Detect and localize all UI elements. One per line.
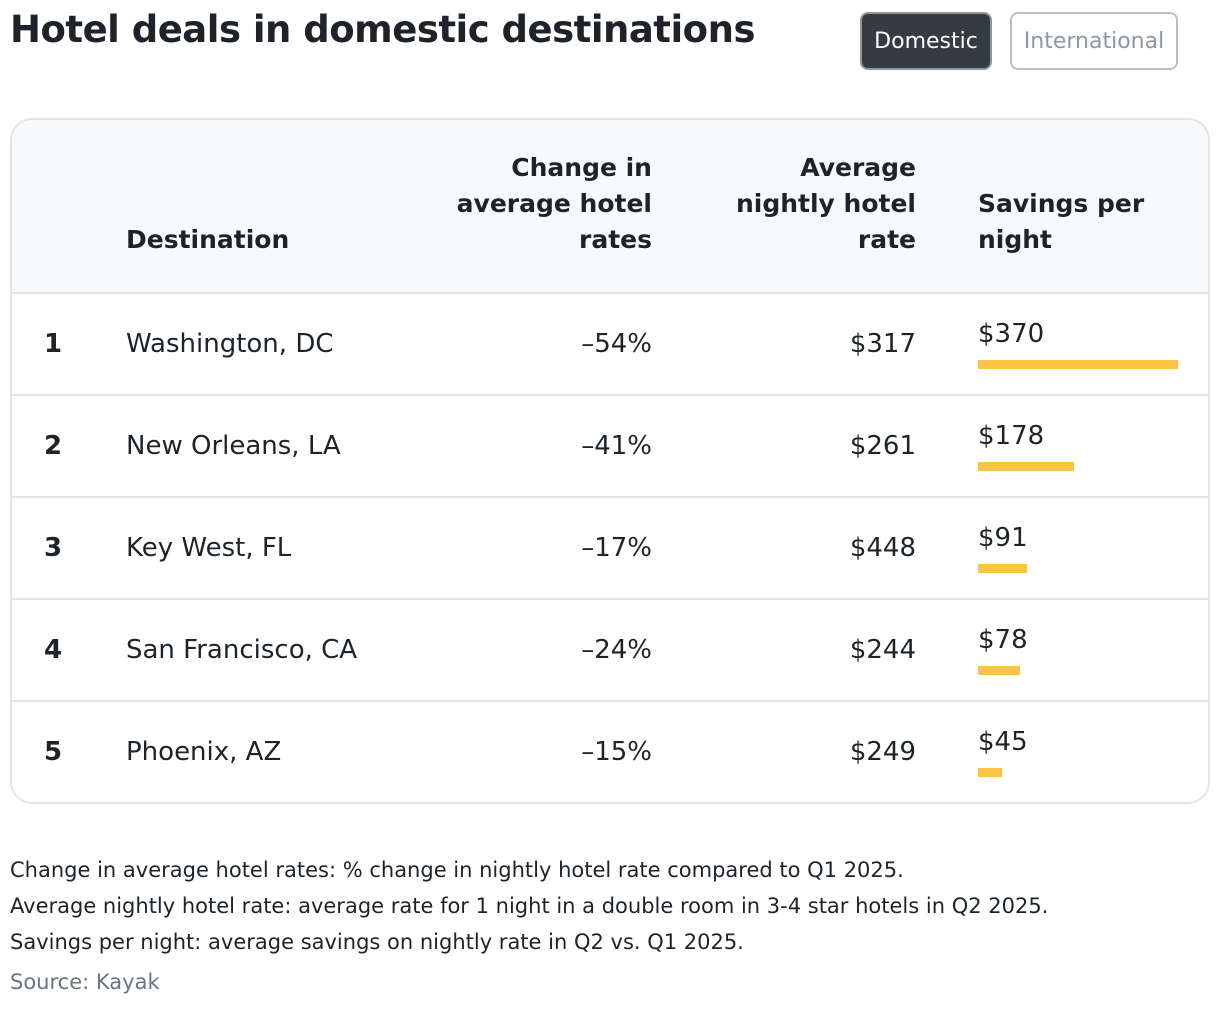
savings-bar xyxy=(978,564,1027,573)
tab-international[interactable]: International xyxy=(1010,12,1178,70)
savings-bar xyxy=(978,666,1020,675)
savings-value: $91 xyxy=(978,523,1028,553)
rate-cell: $261 xyxy=(849,431,916,461)
table-row: 1 Washington, DC –54% $317 $370 xyxy=(12,294,1208,396)
change-cell: –41% xyxy=(581,431,652,461)
rate-cell: $448 xyxy=(849,533,916,563)
table-header: Destination Change in average hotel rate… xyxy=(12,120,1208,294)
table-row: 3 Key West, FL –17% $448 $91 xyxy=(12,498,1208,600)
destination-cell: Washington, DC xyxy=(126,329,334,359)
header-rate-line: nightly hotel xyxy=(735,189,916,218)
destination-cell: San Francisco, CA xyxy=(126,635,358,665)
rate-cell: $244 xyxy=(849,635,916,665)
table-row: 5 Phoenix, AZ –15% $249 $45 xyxy=(12,702,1208,802)
change-cell: –17% xyxy=(581,533,652,563)
rate-cell: $317 xyxy=(849,329,916,359)
page-title: Hotel deals in domestic destinations xyxy=(10,8,755,51)
header-change: Change in average hotel rates xyxy=(432,150,652,258)
table-row: 4 San Francisco, CA –24% $244 $78 xyxy=(12,600,1208,702)
header-rate-line: rate xyxy=(857,225,916,254)
savings-bar xyxy=(978,768,1002,777)
destination-cell: New Orleans, LA xyxy=(126,431,341,461)
rate-cell: $249 xyxy=(849,737,916,767)
rank-cell: 1 xyxy=(44,329,63,359)
footnote: Average nightly hotel rate: average rate… xyxy=(10,894,1049,918)
savings-value: $370 xyxy=(978,319,1045,349)
destination-cell: Phoenix, AZ xyxy=(126,737,282,767)
savings-bar xyxy=(978,360,1178,369)
rank-cell: 5 xyxy=(44,737,63,767)
header-destination: Destination xyxy=(126,225,290,254)
savings-bar xyxy=(978,462,1074,471)
header-change-line: rates xyxy=(579,225,652,254)
header-savings-line: night xyxy=(978,225,1053,254)
header-rate: Average nightly hotel rate xyxy=(716,150,916,258)
header-change-line: Change in xyxy=(511,153,652,182)
tab-domestic[interactable]: Domestic xyxy=(860,12,992,70)
deals-table: Destination Change in average hotel rate… xyxy=(10,118,1210,804)
savings-value: $178 xyxy=(978,421,1045,451)
region-tabs: Domestic International xyxy=(860,12,1178,70)
table-row: 2 New Orleans, LA –41% $261 $178 xyxy=(12,396,1208,498)
savings-value: $78 xyxy=(978,625,1028,655)
header-savings: Savings per night xyxy=(978,186,1178,258)
change-cell: –54% xyxy=(581,329,652,359)
rank-cell: 4 xyxy=(44,635,63,665)
rank-cell: 2 xyxy=(44,431,63,461)
change-cell: –15% xyxy=(581,737,652,767)
header-rate-line: Average xyxy=(800,153,916,182)
footnote: Change in average hotel rates: % change … xyxy=(10,858,904,882)
header-change-line: average hotel xyxy=(456,189,652,218)
destination-cell: Key West, FL xyxy=(126,533,292,563)
footnote: Savings per night: average savings on ni… xyxy=(10,930,744,954)
savings-value: $45 xyxy=(978,727,1028,757)
header-savings-line: Savings per xyxy=(978,189,1145,218)
footnotes: Change in average hotel rates: % change … xyxy=(10,852,1048,960)
rank-cell: 3 xyxy=(44,533,63,563)
change-cell: –24% xyxy=(581,635,652,665)
source-note: Source: Kayak xyxy=(10,970,160,994)
